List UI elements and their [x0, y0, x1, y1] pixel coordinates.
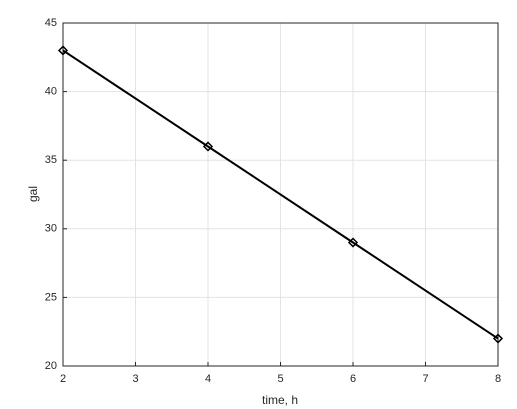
marker — [57, 45, 69, 56]
x-tick-label: 4 — [205, 373, 211, 385]
y-tick-label: 45 — [45, 17, 57, 29]
x-tick-label: 2 — [60, 373, 66, 385]
marker — [202, 141, 214, 152]
y-tick-label: 30 — [45, 223, 57, 235]
line — [62, 49, 499, 340]
y-tick-label: 20 — [45, 360, 57, 372]
x-tick-label: 7 — [422, 373, 428, 385]
x-tick-label: 6 — [350, 373, 356, 385]
axes-box — [62, 22, 499, 367]
marker — [347, 237, 359, 248]
y-tick-label: 35 — [45, 154, 57, 166]
x-tick-label: 3 — [132, 373, 138, 385]
x-axis-label: time, h — [262, 393, 298, 407]
x-tick-label: 5 — [277, 373, 283, 385]
marker — [492, 333, 504, 344]
y-axis-label: gal — [26, 186, 40, 202]
x-tick-label: 8 — [495, 373, 501, 385]
y-tick-label: 40 — [45, 86, 57, 98]
y-tick-label: 25 — [45, 291, 57, 303]
